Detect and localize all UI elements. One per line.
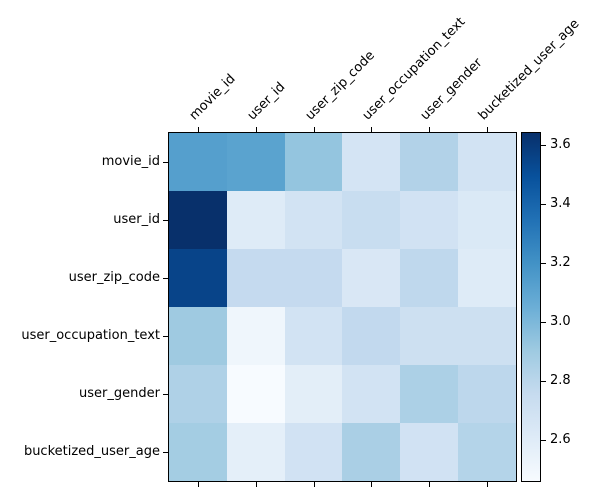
x-tick-top (487, 127, 489, 132)
x-tick-bottom (429, 482, 431, 487)
x-tick-bottom (197, 482, 199, 487)
heatmap-cell-user_gender-user_id (226, 365, 285, 423)
x-tick-bottom (313, 482, 315, 487)
x-tick-bottom (371, 482, 373, 487)
x-tick-label-user_occupation_text: user_occupation_text (360, 14, 469, 124)
colorbar-tick-label-2.8: 2.8 (550, 372, 571, 388)
x-tick-label-bucketized_user_age: bucketized_user_age (475, 16, 583, 124)
heatmap-cell-user_id-user_id (226, 191, 285, 249)
heatmap-cell-user_gender-user_gender (400, 365, 459, 423)
colorbar-gradient (522, 133, 540, 481)
y-tick-left (163, 452, 168, 453)
heatmap-cell-bucketized_user_age-user_occupation_text (342, 423, 401, 481)
x-tick-top (255, 127, 257, 132)
x-tick-bottom (255, 482, 257, 487)
heatmap-cell-user_zip_code-user_occupation_text (342, 249, 401, 307)
x-tick-top (197, 127, 199, 132)
colorbar-tick-label-3.6: 3.6 (550, 136, 571, 152)
heatmap-cell-user_gender-bucketized_user_age (458, 365, 516, 423)
colorbar-tick-label-3.2: 3.2 (550, 254, 571, 270)
heatmap-cell-movie_id-movie_id (169, 133, 227, 191)
heatmap-cell-user_id-user_zip_code (284, 191, 343, 249)
heatmap-cell-user_zip_code-user_gender (400, 249, 459, 307)
y-tick-left (163, 220, 168, 221)
heatmap-cell-user_occupation_text-movie_id (169, 307, 227, 365)
heatmap-cell-user_gender-movie_id (169, 365, 227, 423)
y-tick-left (163, 394, 168, 395)
heatmap-cell-user_occupation_text-user_occupation_text (342, 307, 401, 365)
colorbar-tick-label-3.0: 3.0 (550, 313, 571, 329)
heatmap-grid (169, 133, 516, 481)
heatmap-cell-user_occupation_text-user_zip_code (284, 307, 343, 365)
heatmap-cell-bucketized_user_age-bucketized_user_age (458, 423, 516, 481)
x-tick-bottom (487, 482, 489, 487)
heatmap-cell-movie_id-user_zip_code (284, 133, 343, 191)
colorbar-tick (541, 380, 546, 382)
y-tick-left (163, 278, 168, 279)
heatmap-cell-user_zip_code-bucketized_user_age (458, 249, 516, 307)
y-tick-label-bucketized_user_age: bucketized_user_age (23, 444, 160, 459)
heatmap-cell-user_id-user_occupation_text (342, 191, 401, 249)
y-tick-left (163, 162, 168, 163)
heatmap-cell-user_id-user_gender (400, 191, 459, 249)
x-tick-label-user_id: user_id (244, 79, 289, 124)
colorbar-tick (541, 262, 546, 264)
heatmap-cell-movie_id-bucketized_user_age (458, 133, 516, 191)
x-tick-top (371, 127, 373, 132)
heatmap-cell-movie_id-user_gender (400, 133, 459, 191)
heatmap-cell-user_zip_code-user_zip_code (284, 249, 343, 307)
colorbar-tick-label-3.4: 3.4 (550, 195, 571, 211)
heatmap-cell-user_occupation_text-user_id (226, 307, 285, 365)
heatmap-cell-movie_id-user_id (226, 133, 285, 191)
y-tick-left (163, 336, 168, 337)
y-tick-label-user_gender: user_gender (79, 386, 160, 401)
heatmap-cell-bucketized_user_age-movie_id (169, 423, 227, 481)
heatmap-cell-user_gender-user_zip_code (284, 365, 343, 423)
y-tick-label-movie_id: movie_id (101, 154, 160, 169)
colorbar-tick (541, 321, 546, 323)
x-tick-top (313, 127, 315, 132)
colorbar-tick (541, 439, 546, 441)
heatmap-axes (168, 132, 517, 482)
y-tick-label-user_zip_code: user_zip_code (68, 270, 160, 285)
heatmap-cell-user_zip_code-user_id (226, 249, 285, 307)
x-tick-top (429, 127, 431, 132)
heatmap-cell-user_gender-user_occupation_text (342, 365, 401, 423)
y-tick-label-user_occupation_text: user_occupation_text (21, 328, 160, 343)
heatmap-cell-user_id-bucketized_user_age (458, 191, 516, 249)
colorbar (521, 132, 541, 482)
colorbar-tick (541, 203, 546, 205)
x-tick-label-movie_id: movie_id (186, 71, 239, 124)
heatmap-cell-user_occupation_text-user_gender (400, 307, 459, 365)
colorbar-tick (541, 144, 546, 146)
heatmap-cell-bucketized_user_age-user_zip_code (284, 423, 343, 481)
heatmap-cell-movie_id-user_occupation_text (342, 133, 401, 191)
heatmap-cell-bucketized_user_age-user_id (226, 423, 285, 481)
heatmap-cell-user_id-movie_id (169, 191, 227, 249)
y-tick-label-user_id: user_id (113, 212, 160, 227)
heatmap-cell-bucketized_user_age-user_gender (400, 423, 459, 481)
colorbar-tick-label-2.6: 2.6 (550, 431, 571, 447)
heatmap-cell-user_occupation_text-bucketized_user_age (458, 307, 516, 365)
heatmap-cell-user_zip_code-movie_id (169, 249, 227, 307)
